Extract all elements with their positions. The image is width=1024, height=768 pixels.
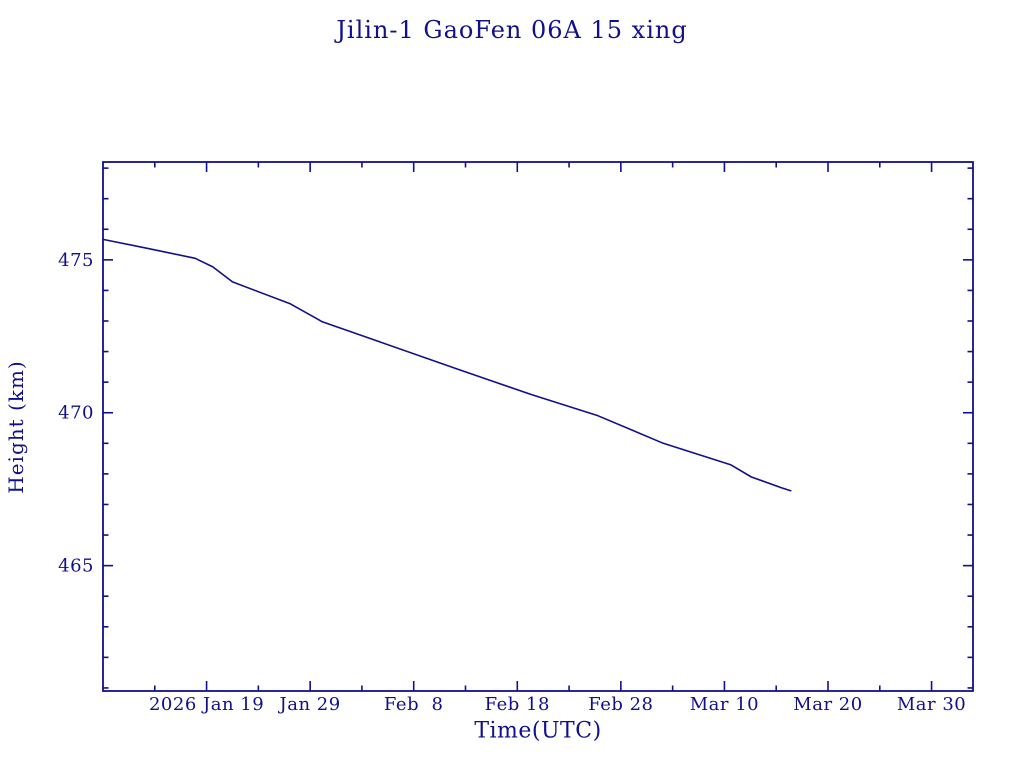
x-tick-label: Feb 28 xyxy=(588,694,653,715)
x-tick-label: Mar 20 xyxy=(793,694,862,715)
x-tick-label: Mar 30 xyxy=(897,694,966,715)
chart-title: Jilin-1 GaoFen 06A 15 xing xyxy=(336,16,688,44)
y-tick-label: 470 xyxy=(58,403,94,424)
y-tick-label: 465 xyxy=(58,556,94,577)
x-axis-label: Time(UTC) xyxy=(474,718,602,744)
height-line xyxy=(102,238,792,492)
plot-frame xyxy=(102,161,974,692)
x-tick-label: Feb 8 xyxy=(384,694,444,715)
y-tick-label: 475 xyxy=(58,250,94,271)
x-tick-label: Jan 29 xyxy=(278,694,341,715)
x-tick-label: Feb 18 xyxy=(485,694,550,715)
x-tick-label: 2026 Jan 19 xyxy=(149,694,264,715)
x-tick-label: Mar 10 xyxy=(690,694,759,715)
